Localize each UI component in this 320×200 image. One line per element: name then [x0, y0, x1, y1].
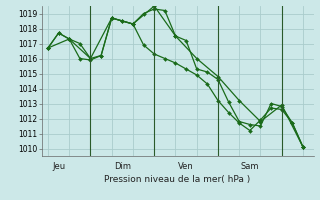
- Text: Sam: Sam: [241, 162, 259, 171]
- Text: Jeu: Jeu: [52, 162, 65, 171]
- Text: Dim: Dim: [114, 162, 131, 171]
- Text: Ven: Ven: [178, 162, 194, 171]
- X-axis label: Pression niveau de la mer( hPa ): Pression niveau de la mer( hPa ): [104, 175, 251, 184]
